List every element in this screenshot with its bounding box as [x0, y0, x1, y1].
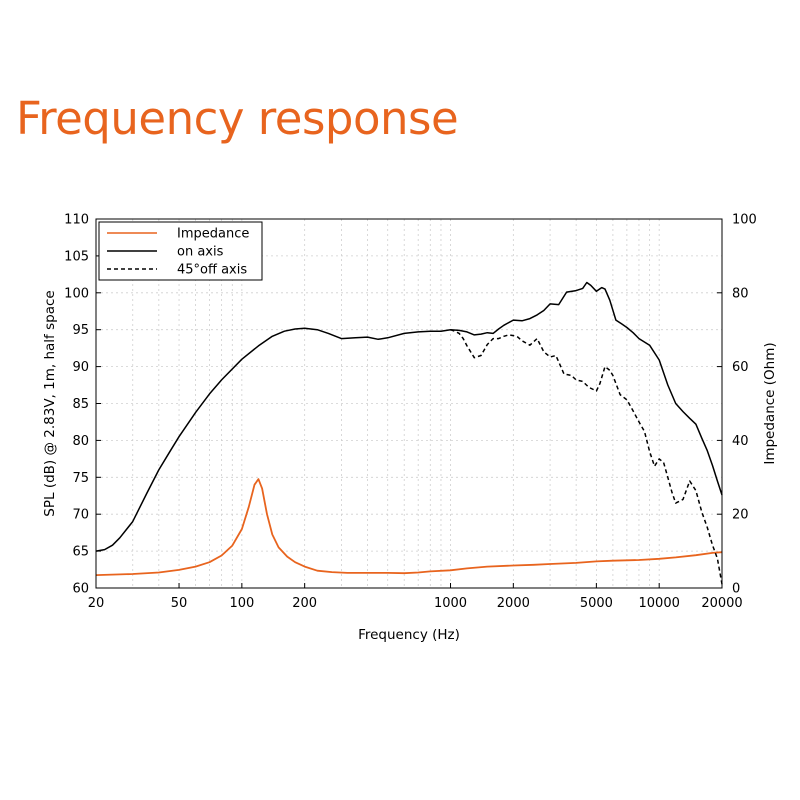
legend: Impedance on axis 45°off axis: [98, 221, 263, 281]
y-tick-label-left: 70: [72, 508, 89, 523]
legend-label: 45°off axis: [177, 263, 247, 278]
y-tick-label-left: 100: [64, 286, 89, 301]
x-tick-label: 20: [88, 596, 105, 611]
x-tick-label: 1000: [434, 596, 467, 611]
x-tick-label: 5000: [580, 596, 613, 611]
x-tick-label: 200: [292, 596, 317, 611]
x-tick-label: 2000: [497, 596, 530, 611]
y-tick-label-right: 80: [732, 286, 749, 301]
y-tick-label-left: 60: [72, 582, 89, 597]
y-tick-label-left: 85: [72, 397, 89, 412]
y-tick-label-left: 65: [72, 545, 89, 560]
x-tick-label: 100: [229, 596, 254, 611]
y-tick-label-left: 90: [72, 360, 89, 375]
y-tick-label-left: 75: [72, 471, 89, 486]
x-tick-label: 10000: [639, 596, 680, 611]
y-tick-label-right: 100: [732, 213, 757, 228]
y-tick-label-right: 0: [732, 582, 740, 597]
x-axis-title: Frequency (Hz): [358, 627, 460, 643]
axis-ticks: 20 50 100 200 1000 2000 5000 10000 2000060657075…: [64, 213, 757, 612]
y-tick-label-right: 20: [732, 508, 749, 523]
y-axis-title-left: SPL (dB) @ 2.83V, 1m, half space: [42, 290, 58, 516]
y-tick-label-left: 105: [64, 249, 89, 264]
legend-label: Impedance: [177, 227, 249, 242]
impedance-curve: [95, 478, 723, 576]
plot-series: [95, 281, 723, 585]
y-tick-label-right: 40: [732, 434, 749, 449]
y-tick-label-left: 95: [72, 323, 89, 338]
page-title: Frequency response: [16, 92, 459, 145]
legend-label: on axis: [177, 245, 224, 260]
y-axis-title-right: Impedance (Ohm): [762, 342, 778, 464]
y-tick-label-right: 60: [732, 360, 749, 375]
off-axis-45-curve: [450, 328, 723, 585]
x-tick-label: 50: [171, 596, 188, 611]
on-axis-curve: [95, 281, 723, 552]
y-tick-label-left: 80: [72, 434, 89, 449]
y-tick-label-left: 110: [64, 213, 89, 228]
x-tick-label: 20000: [701, 596, 742, 611]
